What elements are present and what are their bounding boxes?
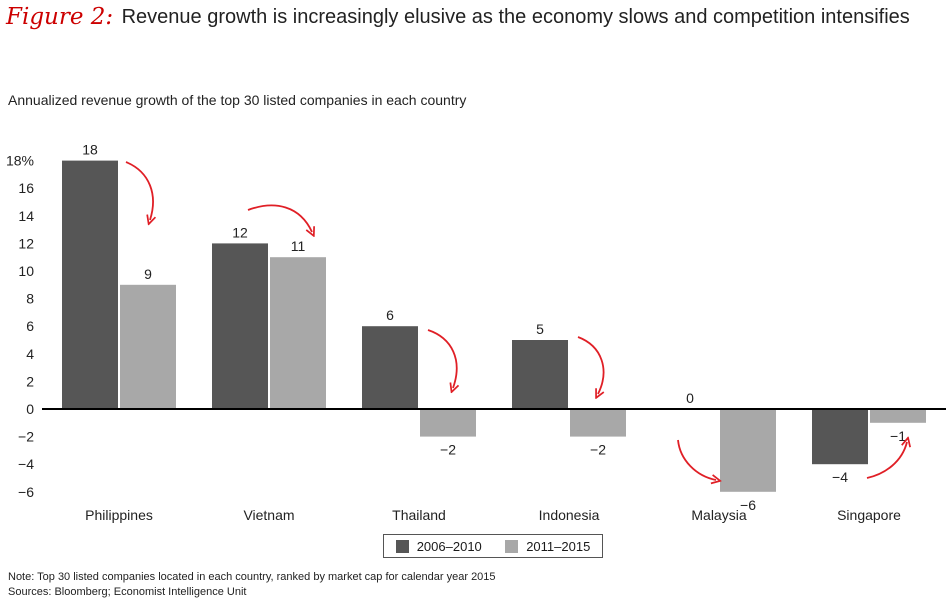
x-tick-label-malaysia: Malaysia (691, 507, 746, 523)
legend-item-2011-2015: 2011–2015 (505, 539, 590, 554)
x-tick-label-philippines: Philippines (85, 507, 153, 523)
trend-arrow-icon-vietnam (247, 204, 312, 232)
bar-thailand-series1 (362, 326, 418, 409)
data-label-indonesia-series2: −2 (590, 442, 606, 458)
bar-thailand-series2 (420, 409, 476, 437)
bar-singapore-series1 (812, 409, 868, 465)
data-label-indonesia-series1: 5 (536, 321, 544, 337)
trend-arrow-icon-singapore (866, 442, 907, 479)
bar-philippines-series2 (120, 284, 176, 409)
y-tick-label: −4 (18, 456, 34, 472)
bar-philippines-series1 (62, 160, 118, 409)
bar-indonesia-series2 (570, 409, 626, 437)
trend-arrow-icon-thailand (427, 329, 457, 388)
x-tick-label-vietnam: Vietnam (243, 507, 294, 523)
data-label-thailand-series1: 6 (386, 307, 394, 323)
data-label-philippines-series1: 18 (82, 142, 98, 158)
legend-item-2006-2010: 2006–2010 (395, 538, 482, 554)
y-tick-label: 12 (18, 235, 34, 251)
y-tick-label: 8 (26, 291, 34, 307)
trend-arrow-icon-malaysia (677, 439, 716, 480)
y-tick-label: 14 (18, 208, 34, 224)
trend-arrow-icon-indonesia (577, 336, 605, 394)
footnote: Note: Top 30 listed companies located in… (8, 571, 496, 583)
data-label-philippines-series2: 9 (144, 266, 152, 282)
legend: 2006–2010 2011–2015 (383, 534, 603, 558)
trend-arrow-icon-philippines (125, 161, 153, 220)
bar-chart: 18% 16 14 12 10 8 6 4 2 0 −2 −4 −6 18 9 Philippines 12 11… (6, 142, 946, 523)
data-label-vietnam-series2: 11 (291, 238, 306, 254)
legend-swatch-dark (395, 539, 409, 553)
y-tick-label: −2 (18, 429, 34, 445)
y-tick-label: 10 (18, 263, 34, 279)
data-label-vietnam-series1: 12 (232, 224, 248, 240)
y-tick-label: 18% (6, 153, 34, 169)
y-tick-label: 2 (26, 373, 34, 389)
figure-label: Figure 2: (6, 4, 114, 30)
y-tick-label: 6 (26, 318, 34, 334)
legend-label-2011-2015: 2011–2015 (526, 538, 591, 554)
y-tick-label: 16 (18, 180, 34, 196)
legend-label-2006-2010: 2006–2010 (416, 538, 482, 554)
x-tick-label-indonesia: Indonesia (539, 507, 600, 523)
bar-indonesia-series1 (512, 340, 568, 409)
data-label-malaysia-series2: −6 (740, 497, 756, 513)
sources: Sources: Bloomberg; Economist Intelligen… (8, 586, 247, 598)
bar-vietnam-series1 (212, 243, 268, 409)
data-label-singapore-series1: −4 (832, 469, 848, 485)
data-label-thailand-series2: −2 (440, 442, 456, 458)
legend-swatch-light (505, 539, 519, 553)
y-tick-label: −6 (18, 484, 34, 500)
x-tick-label-thailand: Thailand (392, 507, 446, 523)
data-label-malaysia-series1: 0 (686, 390, 694, 406)
y-tick-label: 0 (26, 401, 34, 417)
figure-header: Figure 2: Revenue growth is increasingly… (6, 4, 946, 38)
chart-title: Revenue growth is increasingly elusive a… (121, 5, 910, 28)
bar-vietnam-series2 (270, 257, 326, 409)
data-label-singapore-series2: −1 (890, 428, 906, 444)
bar-malaysia-series2 (720, 409, 776, 492)
chart-subtitle: Annualized revenue growth of the top 30 … (8, 92, 467, 108)
x-tick-label-singapore: Singapore (837, 507, 901, 523)
bar-singapore-series2 (870, 409, 926, 423)
y-tick-label: 4 (26, 346, 34, 362)
